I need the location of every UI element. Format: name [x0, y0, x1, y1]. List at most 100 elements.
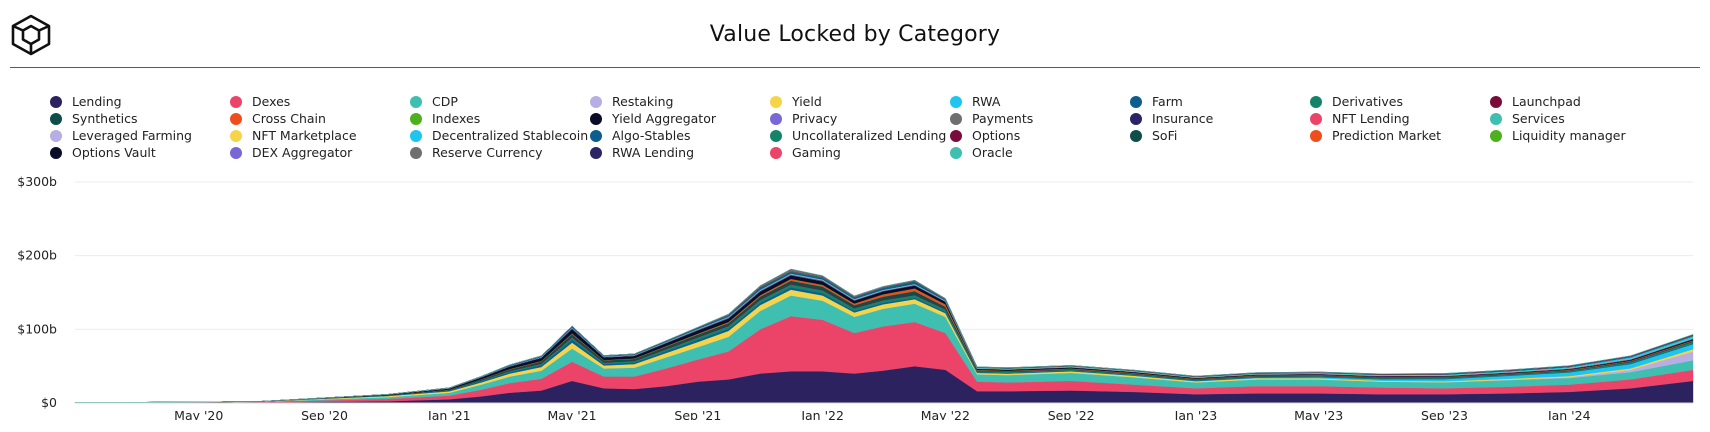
legend-swatch	[230, 129, 242, 142]
legend-label: Prediction Market	[1332, 128, 1442, 143]
legend-label: Payments	[972, 111, 1034, 126]
legend-label: Leveraged Farming	[72, 128, 192, 143]
legend-item-oracle[interactable]: Oracle	[950, 145, 1130, 160]
legend-swatch	[950, 95, 962, 108]
y-tick-label: $200b	[17, 248, 57, 263]
legend-swatch	[410, 146, 422, 159]
legend-swatch	[230, 112, 242, 125]
legend-label: Launchpad	[1512, 94, 1581, 109]
legend-item-reserve-currency[interactable]: Reserve Currency	[410, 145, 590, 160]
legend-swatch	[590, 95, 602, 108]
x-tick-label: Sep '20	[301, 408, 348, 420]
legend-swatch	[1310, 129, 1322, 142]
legend-item-uncollateralized-lending[interactable]: Uncollateralized Lending	[770, 128, 950, 143]
legend-label: DEX Aggregator	[252, 145, 353, 160]
x-tick-label: Jan '23	[1174, 408, 1218, 420]
y-tick-label: $0	[41, 395, 57, 410]
y-tick-label: $300b	[17, 174, 57, 189]
legend-label: Oracle	[972, 145, 1013, 160]
legend-swatch	[770, 112, 782, 125]
legend-label: Services	[1512, 111, 1565, 126]
legend-item-derivatives[interactable]: Derivatives	[1310, 94, 1490, 109]
area-oracle[interactable]	[75, 268, 1694, 403]
legend-item-decentralized-stablecoin[interactable]: Decentralized Stablecoin	[410, 128, 590, 143]
legend-item-privacy[interactable]: Privacy	[770, 111, 950, 126]
legend-swatch	[1490, 95, 1502, 108]
x-tick-label: Jan '24	[1547, 408, 1591, 420]
chart-title: Value Locked by Category	[709, 22, 1001, 47]
legend-swatch	[230, 146, 242, 159]
y-tick-label: $100b	[17, 321, 57, 336]
legend-item-yield[interactable]: Yield	[770, 94, 950, 109]
legend-label: Insurance	[1152, 111, 1214, 126]
legend-item-lending[interactable]: Lending	[50, 94, 230, 109]
legend-item-restaking[interactable]: Restaking	[590, 94, 770, 109]
legend-swatch	[410, 95, 422, 108]
legend-item-algo-stables[interactable]: Algo-Stables	[590, 128, 770, 143]
legend-item-launchpad[interactable]: Launchpad	[1490, 94, 1670, 109]
legend-swatch	[50, 146, 62, 159]
legend-item-payments[interactable]: Payments	[950, 111, 1130, 126]
legend-item-prediction-market[interactable]: Prediction Market	[1310, 128, 1490, 143]
legend-swatch	[770, 129, 782, 142]
legend-label: RWA	[972, 94, 1001, 109]
x-tick-label: May '23	[1294, 408, 1343, 420]
legend-item-yield-aggregator[interactable]: Yield Aggregator	[590, 111, 770, 126]
legend-item-rwa[interactable]: RWA	[950, 94, 1130, 109]
legend-item-nft-marketplace[interactable]: NFT Marketplace	[230, 128, 410, 143]
legend-label: Liquidity manager	[1512, 128, 1626, 143]
legend-item-sofi[interactable]: SoFi	[1130, 128, 1310, 143]
legend-item-synthetics[interactable]: Synthetics	[50, 111, 230, 126]
legend-swatch	[410, 112, 422, 125]
x-tick-label: Sep '23	[1421, 408, 1468, 420]
legend-item-dexes[interactable]: Dexes	[230, 94, 410, 109]
legend-item-nft-lending[interactable]: NFT Lending	[1310, 111, 1490, 126]
legend-item-rwa-lending[interactable]: RWA Lending	[590, 145, 770, 160]
legend-item-cross-chain[interactable]: Cross Chain	[230, 111, 410, 126]
x-tick-label: May '20	[174, 408, 223, 420]
legend-label: Options Vault	[72, 145, 156, 160]
legend-label: Uncollateralized Lending	[792, 128, 947, 143]
legend-item-leveraged-farming[interactable]: Leveraged Farming	[50, 128, 230, 143]
legend-swatch	[950, 112, 962, 125]
legend-item-options-vault[interactable]: Options Vault	[50, 145, 230, 160]
x-tick-label: Sep '22	[1048, 408, 1095, 420]
area-layers	[74, 268, 1694, 404]
legend-item-insurance[interactable]: Insurance	[1130, 111, 1310, 126]
legend-swatch	[950, 146, 962, 159]
legend-swatch	[950, 129, 962, 142]
legend-label: Dexes	[252, 94, 291, 109]
legend-swatch	[770, 95, 782, 108]
legend-item-services[interactable]: Services	[1490, 111, 1670, 126]
legend-swatch	[410, 129, 422, 142]
legend-item-options[interactable]: Options	[950, 128, 1130, 143]
legend-swatch	[590, 129, 602, 142]
legend-item-liquidity-manager[interactable]: Liquidity manager	[1490, 128, 1670, 143]
legend-swatch	[1130, 129, 1142, 142]
legend-item-gaming[interactable]: Gaming	[770, 145, 950, 160]
legend-label: SoFi	[1152, 128, 1178, 143]
legend-label: Yield Aggregator	[612, 111, 716, 126]
legend-swatch	[1490, 129, 1502, 142]
cube-logo-icon[interactable]	[10, 14, 52, 56]
legend-item-indexes[interactable]: Indexes	[410, 111, 590, 126]
legend-swatch	[50, 95, 62, 108]
x-tick-label: Jan '22	[800, 408, 844, 420]
legend-swatch	[1130, 112, 1142, 125]
legend-item-farm[interactable]: Farm	[1130, 94, 1310, 109]
legend-label: Gaming	[792, 145, 841, 160]
legend-swatch	[590, 146, 602, 159]
legend-item-cdp[interactable]: CDP	[410, 94, 590, 109]
title-divider	[10, 67, 1700, 68]
legend-item-dex-aggregator[interactable]: DEX Aggregator	[230, 145, 410, 160]
legend-swatch	[1310, 112, 1322, 125]
x-tick-label: Sep '21	[674, 408, 721, 420]
legend-label: Privacy	[792, 111, 838, 126]
x-tick-label: May '21	[547, 408, 596, 420]
legend-label: Synthetics	[72, 111, 138, 126]
stacked-area-chart[interactable]: $0 $100b $200b $300b May '20 Sep '20 Jan '21 Ma…	[0, 165, 1710, 420]
x-tick-label: Jan '21	[427, 408, 471, 420]
legend-swatch	[50, 129, 62, 142]
legend-label: NFT Lending	[1332, 111, 1410, 126]
legend-label: Indexes	[432, 111, 481, 126]
